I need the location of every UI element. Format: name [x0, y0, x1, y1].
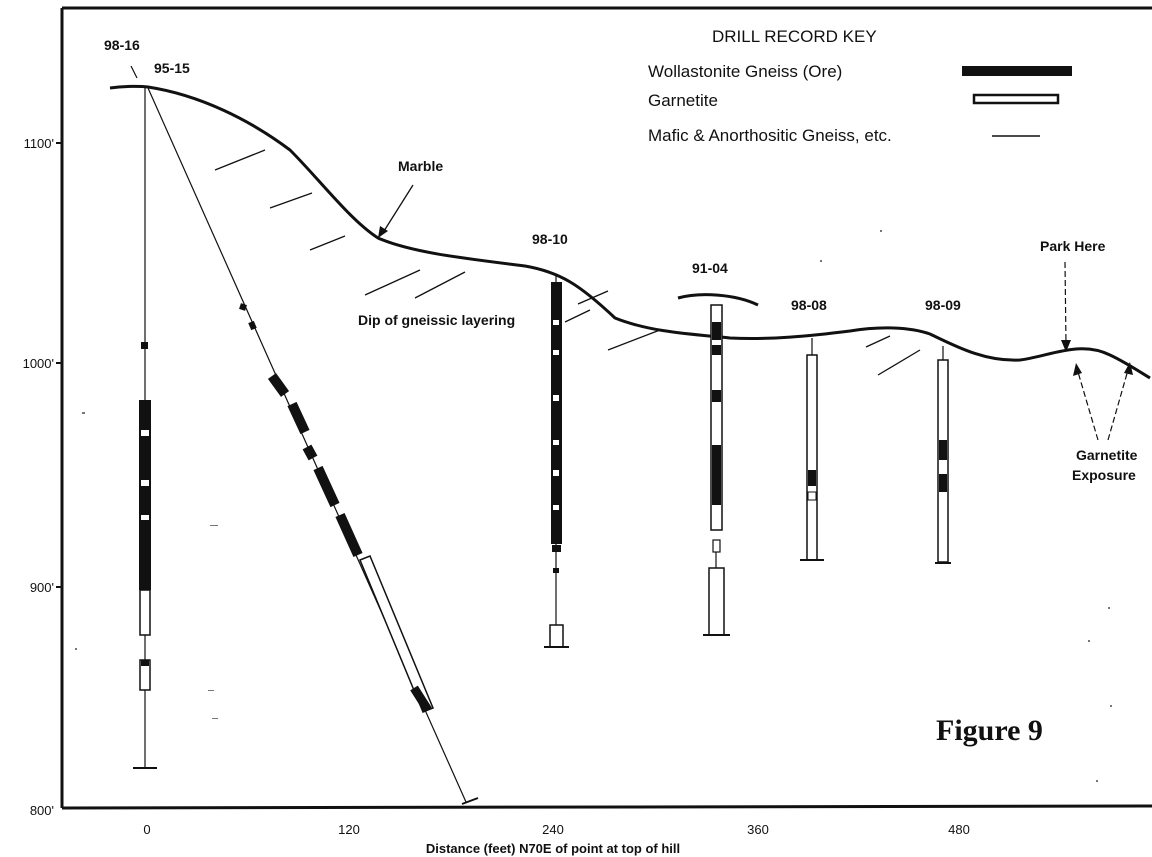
y-tick-800: 800' — [30, 803, 54, 818]
hole-label-98-08: 98-08 — [791, 297, 827, 313]
surface-arc-91-04 — [677, 293, 759, 307]
drill-record-key: DRILL RECORD KEY Wollastonite Gneiss (Or… — [648, 27, 1072, 145]
drill-hole-95-15 — [133, 88, 157, 769]
dip-symbols — [214, 149, 921, 376]
exposure-arrow-left-head — [1073, 363, 1082, 376]
key-symbol-garnetite — [972, 93, 1060, 105]
exposure-arrow-left — [1077, 371, 1099, 441]
garnetite-exposure-line2: Exposure — [1072, 467, 1136, 483]
x-axis-ticks: 0 120 240 360 480 Distance (feet) N70E o… — [143, 822, 969, 856]
park-arrow-line — [1064, 261, 1067, 345]
y-axis-ticks: 1100' 1000' 900' 800' — [23, 136, 62, 818]
key-item-garnetite: Garnetite — [648, 91, 718, 110]
x-tick-120: 120 — [338, 822, 360, 837]
x-tick-360: 360 — [747, 822, 769, 837]
x-tick-240: 240 — [542, 822, 564, 837]
park-arrow-head — [1061, 340, 1071, 352]
dip-label: Dip of gneissic layering — [358, 312, 515, 328]
drill-hole-98-09 — [935, 346, 951, 564]
marble-arrow-head — [378, 226, 388, 238]
key-symbol-ore — [962, 66, 1072, 76]
x-axis-line — [61, 804, 1152, 810]
y-tick-1000: 1000' — [23, 356, 54, 371]
y-tick-900: 900' — [30, 580, 54, 595]
garnetite-exposure-line1: Garnetite — [1076, 447, 1138, 463]
y-tick-1100: 1100' — [24, 136, 54, 151]
drill-hole-98-08 — [800, 338, 824, 561]
hole-98-16-leader — [130, 65, 138, 79]
x-tick-0: 0 — [143, 822, 150, 837]
marble-arrow-line — [383, 184, 414, 232]
drill-hole-98-10 — [544, 275, 569, 648]
park-here-label: Park Here — [1040, 238, 1106, 254]
ground-surface — [109, 84, 1151, 380]
exposure-arrow-right-head — [1124, 362, 1133, 375]
figure-label: Figure 9 — [936, 714, 1043, 747]
x-axis-title: Distance (feet) N70E of point at top of … — [426, 841, 680, 856]
exposure-arrow-right — [1107, 369, 1129, 441]
x-tick-480: 480 — [948, 822, 970, 837]
scan-speckles — [75, 230, 1112, 782]
hole-label-98-09: 98-09 — [925, 297, 961, 313]
drill-hole-98-16 — [147, 87, 479, 805]
marble-label: Marble — [398, 158, 443, 174]
hole-label-98-10: 98-10 — [532, 231, 568, 247]
hole-label-98-16: 98-16 — [104, 37, 140, 53]
key-item-wollastonite: Wollastonite Gneiss (Ore) — [648, 62, 842, 81]
key-title: DRILL RECORD KEY — [712, 27, 877, 46]
drill-hole-91-04 — [703, 304, 730, 636]
hole-label-95-15: 95-15 — [154, 60, 190, 76]
key-item-mafic: Mafic & Anorthositic Gneiss, etc. — [648, 126, 892, 145]
hole-label-91-04: 91-04 — [692, 260, 728, 276]
